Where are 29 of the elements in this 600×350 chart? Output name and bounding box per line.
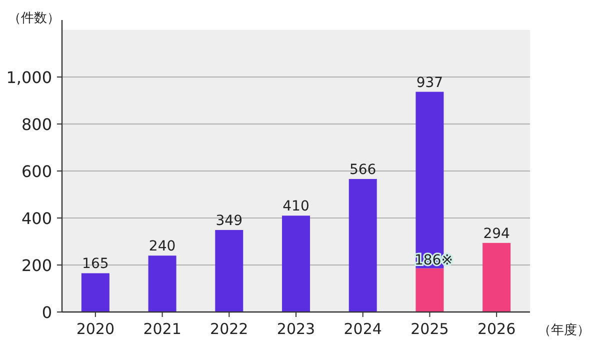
y-axis-title: （件数） — [8, 11, 60, 26]
x-tick-label: 2021 — [143, 320, 182, 338]
bar — [148, 256, 176, 312]
total-label: 937 — [416, 74, 444, 91]
x-tick-label: 2023 — [276, 320, 316, 338]
bar — [416, 268, 444, 312]
x-tick-label: 2020 — [76, 320, 115, 338]
x-tick-label: 2026 — [477, 320, 516, 338]
bar — [81, 273, 110, 312]
bar — [215, 230, 244, 312]
total-label: 240 — [148, 238, 176, 255]
total-label: 294 — [483, 226, 510, 242]
bar — [482, 242, 511, 312]
bar — [282, 216, 310, 312]
x-tick-label: 2024 — [344, 320, 382, 338]
y-tick-label: 1,000 — [6, 68, 52, 87]
y-tick-label: 800 — [21, 115, 52, 134]
y-tick-label: 200 — [21, 256, 52, 275]
total-label: 566 — [349, 162, 376, 178]
y-tick-label: 600 — [21, 162, 52, 181]
total-label: 165 — [82, 256, 109, 272]
x-tick-label: 2022 — [210, 320, 248, 338]
x-axis-title: （年度） — [538, 322, 590, 338]
total-label: 410 — [282, 198, 310, 215]
y-tick-label: 0 — [42, 303, 52, 322]
bar — [348, 178, 377, 312]
x-tick-label: 2025 — [410, 320, 449, 338]
total-label: 349 — [216, 212, 243, 229]
y-tick-label: 400 — [21, 209, 52, 228]
